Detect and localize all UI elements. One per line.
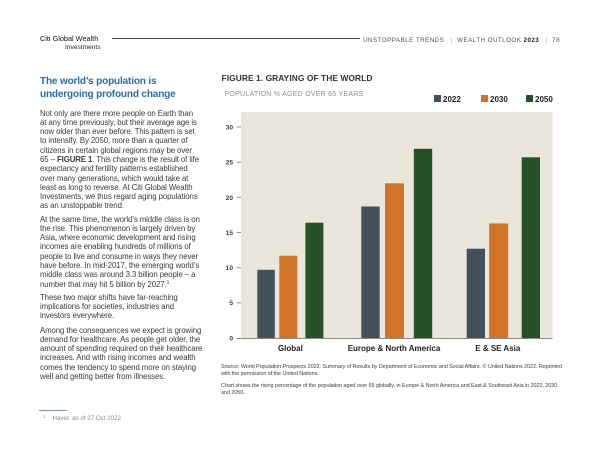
svg-text:15: 15 (226, 230, 234, 237)
svg-text:0: 0 (229, 335, 233, 342)
svg-text:10: 10 (226, 265, 234, 272)
svg-text:25: 25 (226, 160, 234, 167)
svg-text:5: 5 (229, 300, 233, 307)
svg-text:Europe & North America: Europe & North America (348, 344, 441, 353)
svg-text:30: 30 (226, 124, 234, 131)
svg-text:E & SE Asia: E & SE Asia (475, 344, 521, 353)
svg-text:Global: Global (278, 344, 303, 353)
svg-text:20: 20 (226, 195, 234, 202)
